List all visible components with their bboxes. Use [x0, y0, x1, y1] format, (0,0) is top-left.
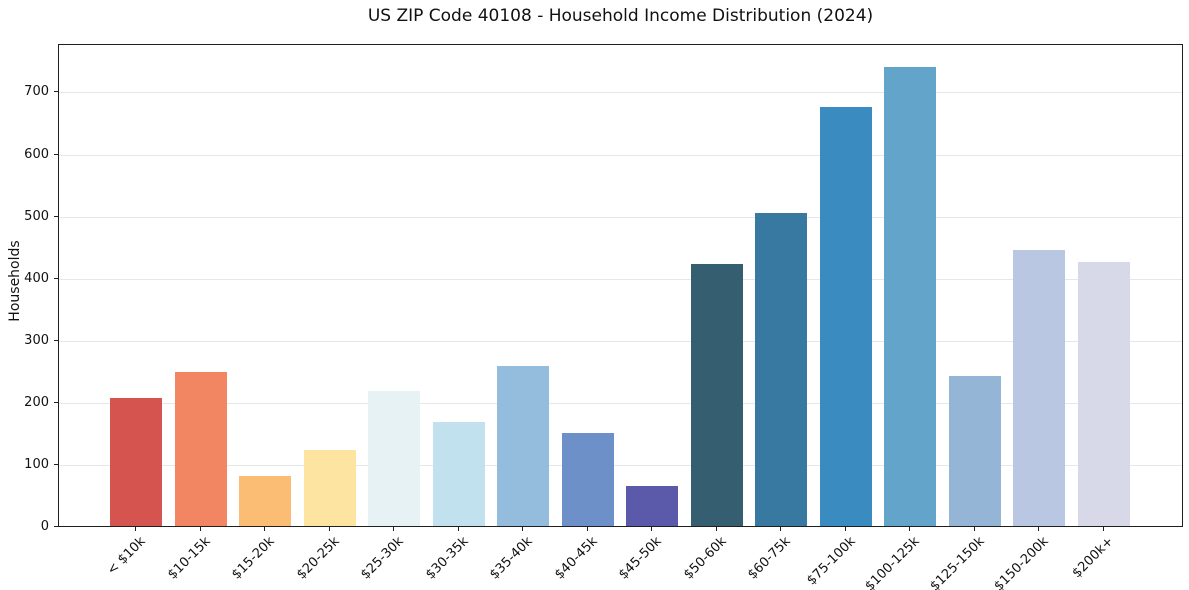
bar-35-40k	[497, 366, 549, 526]
x-tick-label-13: $125-150k	[926, 534, 988, 590]
gridline-y-200	[59, 402, 1182, 404]
x-tick-mark-4	[393, 527, 394, 531]
y-tick-mark-0	[54, 526, 58, 527]
gridline-y-600	[59, 154, 1182, 156]
x-tick-label-3: $20-25k	[293, 534, 343, 583]
x-tick-label-15: $200k+	[1069, 534, 1117, 582]
x-tick-label-2: $15-20k	[229, 534, 278, 583]
y-tick-label-300: 300	[24, 332, 49, 348]
y-tick-label-200: 200	[24, 394, 49, 410]
y-tick-mark-200	[54, 401, 58, 403]
y-tick-label-0: 0	[40, 519, 49, 534]
x-tick-label-5: $30-35k	[422, 534, 472, 583]
x-tick-mark-15	[1102, 527, 1104, 531]
x-tick-mark-12	[909, 527, 910, 531]
x-tick-mark-13	[973, 527, 975, 531]
gridline-y-300	[59, 340, 1182, 342]
y-tick-mark-100	[54, 463, 58, 465]
bar-10-15k	[174, 372, 227, 526]
y-tick-label-500: 500	[24, 208, 49, 224]
x-tick-mark-5	[457, 527, 459, 531]
bar-45-50k	[626, 485, 678, 526]
gridline-y-500	[59, 216, 1182, 218]
bar-40-45k	[561, 432, 614, 526]
y-tick-mark-300	[54, 339, 58, 341]
y-tick-label-600: 600	[24, 146, 49, 162]
bar-30-35k	[432, 421, 485, 526]
x-tick-label-8: $45-50k	[616, 534, 665, 583]
x-tick-mark-1	[199, 527, 201, 531]
x-tick-mark-6	[522, 527, 523, 531]
bar-60-75k	[755, 212, 807, 526]
y-tick-label-700: 700	[24, 84, 49, 100]
x-tick-label-11: $75-100k	[803, 534, 859, 589]
y-tick-mark-600	[54, 153, 58, 155]
x-tick-mark-8	[651, 527, 652, 531]
x-tick-mark-9	[715, 527, 717, 531]
bar-50-60k	[690, 264, 743, 526]
chart-title: US ZIP Code 40108 - Household Income Dis…	[367, 6, 874, 26]
x-tick-label-6: $35-40k	[487, 534, 536, 583]
x-tick-mark-2	[264, 527, 265, 531]
bar-125-150k	[948, 375, 1001, 526]
x-tick-label-4: $25-30k	[358, 534, 407, 583]
x-tick-label-7: $40-45k	[551, 534, 601, 583]
bar-75-100k	[819, 106, 872, 526]
x-tick-label-9: $50-60k	[680, 534, 730, 583]
bar-100-125k	[884, 66, 936, 526]
gridline-y-400	[59, 278, 1182, 280]
x-tick-mark-3	[328, 527, 330, 531]
gridline-y-700	[59, 92, 1182, 94]
x-tick-label-14: $150-200k	[991, 534, 1052, 590]
y-tick-mark-500	[54, 215, 58, 217]
x-tick-mark-14	[1038, 527, 1039, 531]
y-tick-label-100: 100	[24, 456, 49, 472]
x-tick-label-1: $10-15k	[164, 534, 214, 583]
x-tick-mark-7	[586, 527, 588, 531]
y-tick-mark-700	[54, 91, 58, 93]
bar-200k	[1077, 262, 1130, 526]
gridline-y-100	[59, 464, 1182, 466]
x-tick-mark-11	[844, 527, 846, 531]
x-tick-label-10: $60-75k	[745, 534, 794, 583]
bar-150-200k	[1013, 249, 1065, 526]
bar-15-20k	[239, 475, 291, 526]
x-tick-label-12: $100-125k	[862, 534, 923, 590]
y-tick-mark-400	[54, 277, 58, 279]
x-tick-label-0: < $10k	[104, 534, 149, 579]
x-tick-mark-10	[780, 527, 781, 531]
y-tick-label-400: 400	[24, 270, 49, 286]
bar-25-30k	[368, 390, 420, 526]
bar-20-25k	[303, 450, 356, 526]
plot-area	[58, 44, 1183, 527]
bar-10k	[110, 397, 162, 526]
x-tick-mark-0	[135, 527, 136, 531]
